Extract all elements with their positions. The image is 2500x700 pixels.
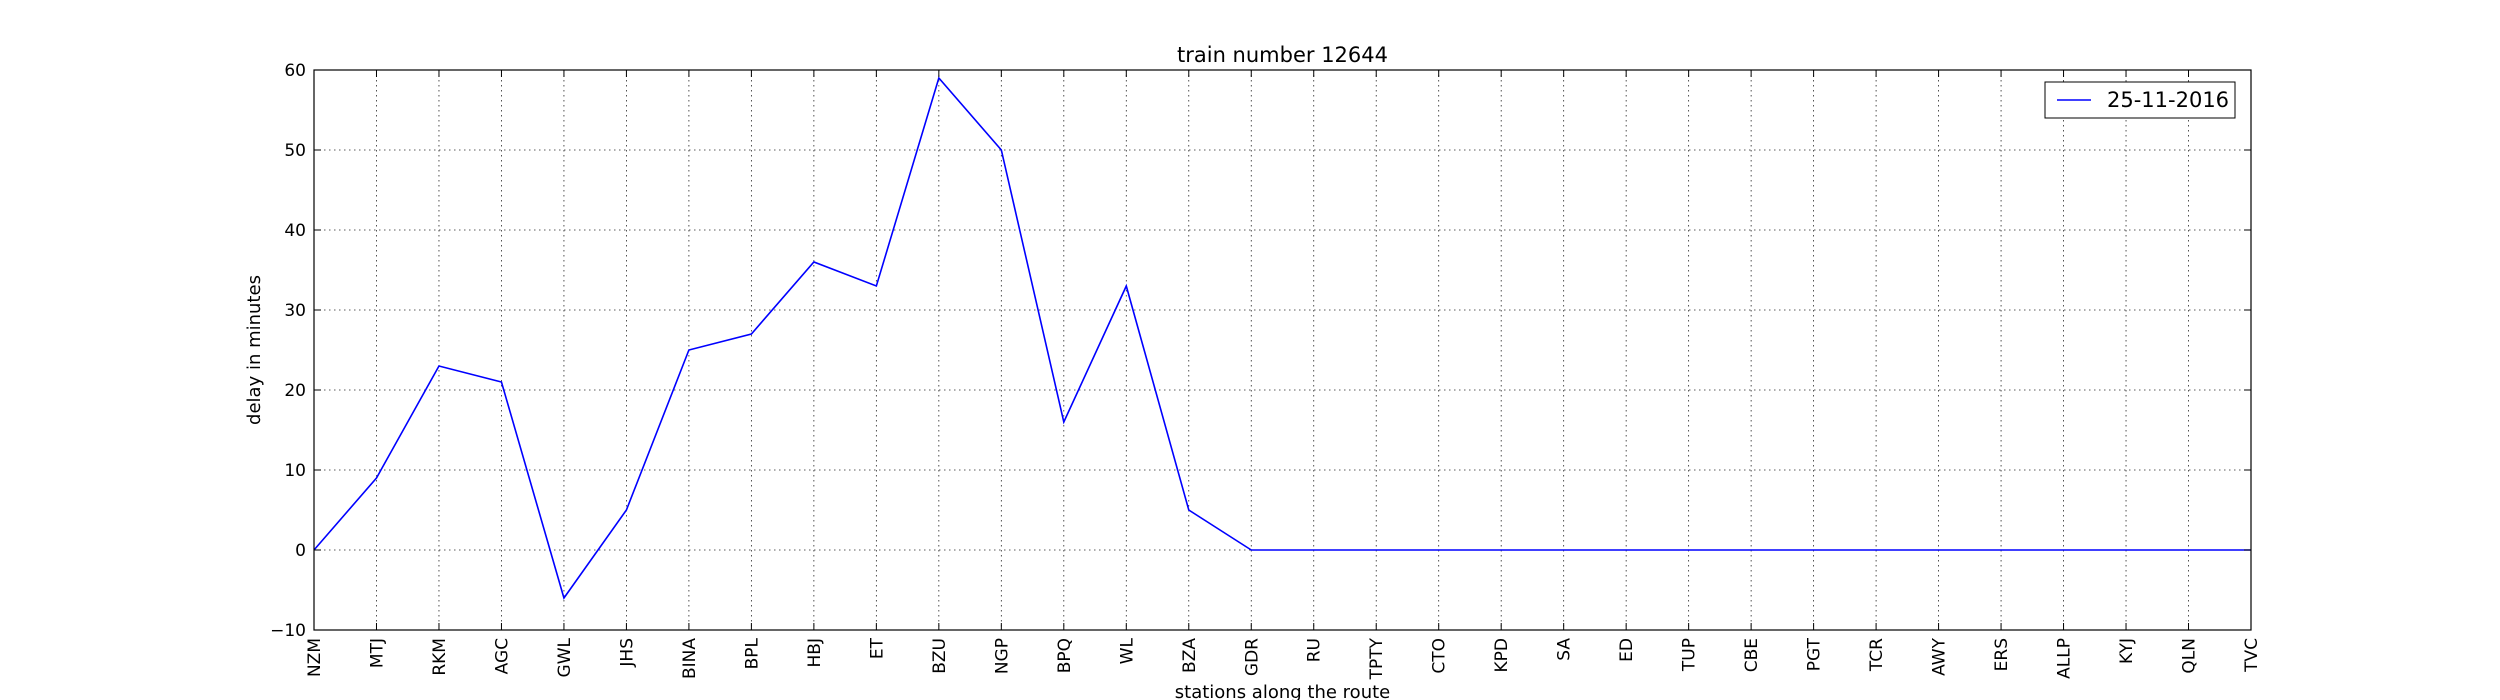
x-tick-label: BZA bbox=[1180, 638, 1200, 673]
y-axis-label: delay in minutes bbox=[244, 275, 265, 425]
x-axis-label: stations along the route bbox=[1175, 682, 1390, 700]
x-tick-label: NGP bbox=[992, 638, 1012, 674]
x-tick-label: AWY bbox=[1930, 637, 1950, 676]
y-tick-label: −10 bbox=[270, 621, 306, 641]
y-tick-label: 20 bbox=[284, 381, 306, 401]
chart-title: train number 12644 bbox=[1177, 43, 1388, 67]
x-tick-label: ALLP bbox=[2055, 638, 2075, 679]
y-tick-label: 0 bbox=[295, 541, 306, 561]
x-tick-label: BINA bbox=[680, 638, 700, 679]
x-tick-label: MTJ bbox=[367, 638, 387, 668]
x-tick-label: RU bbox=[1305, 638, 1325, 662]
x-tick-label: HBJ bbox=[805, 638, 825, 667]
x-tick-label: JHS bbox=[617, 638, 637, 668]
x-tick-label: NZM bbox=[305, 638, 325, 677]
y-tick-label: 50 bbox=[284, 141, 306, 161]
x-tick-label: ERS bbox=[1992, 638, 2012, 671]
plot-area-frame bbox=[313, 69, 2252, 631]
y-tick-label: 60 bbox=[284, 61, 306, 81]
x-tick-label: QLN bbox=[2180, 638, 2200, 674]
x-tick-label: BZU bbox=[930, 638, 950, 674]
y-tick-label: 10 bbox=[284, 461, 306, 481]
x-tick-label: TCR bbox=[1867, 638, 1887, 672]
x-tick-label: AGC bbox=[492, 638, 512, 674]
x-tick-label: KPD bbox=[1492, 638, 1512, 673]
y-tick-label: 30 bbox=[284, 301, 306, 321]
x-tick-label: TUP bbox=[1680, 638, 1700, 672]
series-line bbox=[313, 76, 2251, 600]
x-tick-label: CBE bbox=[1742, 638, 1762, 672]
x-tick-label: CTO bbox=[1430, 638, 1450, 674]
x-tick-label: WL bbox=[1117, 637, 1137, 664]
x-tick-label: TPTY bbox=[1367, 637, 1387, 680]
x-tick-label: ET bbox=[867, 637, 887, 659]
y-tick-label: 40 bbox=[284, 221, 306, 241]
x-tick-label: BPL bbox=[742, 637, 762, 669]
x-tick-label: TVC bbox=[2242, 638, 2262, 673]
x-tick-label: KYJ bbox=[2117, 638, 2137, 664]
x-tick-label: GWL bbox=[555, 637, 575, 677]
x-tick-label: GDR bbox=[1242, 638, 1262, 676]
x-tick-label: ED bbox=[1617, 638, 1637, 662]
x-tick-label: PGT bbox=[1805, 637, 1825, 671]
series-lines bbox=[313, 76, 2251, 600]
x-tick-label: BPQ bbox=[1055, 638, 1075, 673]
legend: 25-11-2016 bbox=[2044, 81, 2236, 119]
x-tick-label: SA bbox=[1555, 638, 1575, 661]
x-tick-label: RKM bbox=[430, 638, 450, 676]
axis-ticks: NZM MTJ RKM AGC GWL JHS BINA BPL HBJ ET BZU NGP BPQ W… bbox=[270, 61, 2262, 680]
legend-label: 25-11-2016 bbox=[2107, 88, 2229, 112]
